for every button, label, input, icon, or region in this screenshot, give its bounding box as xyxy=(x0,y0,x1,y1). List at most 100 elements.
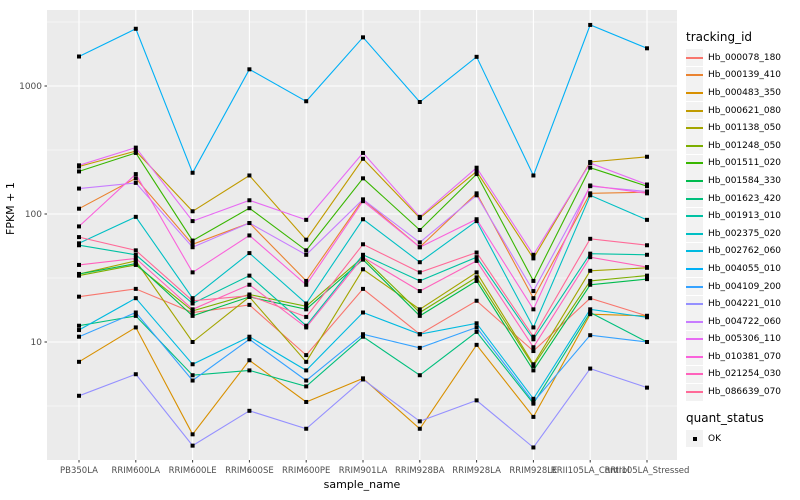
data-point xyxy=(645,243,649,248)
data-point xyxy=(645,252,649,257)
data-point xyxy=(304,325,309,330)
legend-label-ok: OK xyxy=(708,433,721,444)
data-point xyxy=(133,286,138,291)
legend-line-icon xyxy=(686,355,703,358)
legend-label: Hb_001248_050 xyxy=(708,140,782,151)
data-point xyxy=(77,334,81,339)
data-point xyxy=(77,186,81,191)
data-point xyxy=(133,176,138,181)
data-point xyxy=(417,227,422,232)
data-point xyxy=(417,240,422,245)
data-point xyxy=(77,224,81,229)
legend-key-swatch xyxy=(686,154,703,172)
data-point xyxy=(588,255,593,260)
data-point xyxy=(361,332,365,337)
data-point xyxy=(77,206,81,211)
legend-key-swatch xyxy=(686,330,703,348)
plot-panel xyxy=(47,10,677,460)
data-point xyxy=(190,298,195,303)
legend-line-icon xyxy=(686,74,703,77)
legend-label: Hb_010381_070 xyxy=(708,351,782,362)
data-point xyxy=(474,165,479,170)
data-point xyxy=(645,340,649,344)
data-point xyxy=(247,206,252,211)
data-point xyxy=(474,342,479,347)
data-point xyxy=(190,219,195,224)
legend-line-icon xyxy=(686,373,703,376)
data-point xyxy=(133,372,138,377)
legend-line-icon xyxy=(686,162,703,165)
legend-entry-Hb_004055_010: Hb_004055_010 xyxy=(686,260,798,278)
x-tick-label: RRIM928LA xyxy=(452,466,501,476)
data-point xyxy=(133,145,138,150)
data-point xyxy=(645,315,649,320)
data-point xyxy=(190,209,195,214)
legend-label: Hb_021254_030 xyxy=(708,369,782,380)
data-point xyxy=(531,414,536,419)
data-point xyxy=(304,304,309,309)
legend-entry-Hb_004221_010: Hb_004221_010 xyxy=(686,295,798,313)
data-point xyxy=(417,419,422,424)
legend-key-swatch xyxy=(686,295,703,313)
data-point xyxy=(645,191,649,196)
data-point xyxy=(417,260,422,265)
legend-line-icon xyxy=(686,391,703,394)
data-point xyxy=(474,250,479,255)
data-point xyxy=(645,277,649,282)
legend-key-swatch xyxy=(686,383,703,401)
data-point xyxy=(77,271,81,276)
data-point xyxy=(531,256,536,261)
legend-key-swatch xyxy=(686,119,703,137)
data-point xyxy=(474,298,479,303)
data-point xyxy=(361,267,365,272)
data-point xyxy=(247,334,252,339)
data-point xyxy=(361,217,365,222)
y-axis-title: FPKM + 1 xyxy=(4,182,17,235)
legend-label: Hb_000483_350 xyxy=(708,87,782,98)
x-tick-label: PB350LA xyxy=(60,466,98,476)
legend-label: Hb_001913_010 xyxy=(708,211,782,222)
data-point xyxy=(304,378,309,383)
data-point xyxy=(417,307,422,312)
legend-entry-Hb_010381_070: Hb_010381_070 xyxy=(686,348,798,366)
data-point xyxy=(417,214,422,219)
data-point xyxy=(474,217,479,222)
legend-key-swatch xyxy=(686,278,703,296)
data-point xyxy=(417,310,422,315)
data-point xyxy=(304,301,309,306)
data-point xyxy=(645,273,649,278)
data-point xyxy=(190,238,195,243)
data-point xyxy=(190,270,195,275)
data-point xyxy=(304,384,309,389)
data-point xyxy=(133,261,138,266)
data-point xyxy=(77,235,81,240)
legend-line-icon xyxy=(686,215,703,218)
data-point xyxy=(304,282,309,287)
data-point xyxy=(531,396,536,401)
legend-entry-Hb_001584_330: Hb_001584_330 xyxy=(686,172,798,190)
data-point xyxy=(474,325,479,330)
data-point xyxy=(133,296,138,301)
data-point xyxy=(474,54,479,59)
legend-line-icon xyxy=(686,144,703,147)
data-point xyxy=(304,252,309,257)
data-point xyxy=(531,289,536,294)
legend-line-icon xyxy=(686,91,703,94)
legend-entry-Hb_000078_180: Hb_000078_180 xyxy=(686,49,798,67)
data-point xyxy=(190,301,195,306)
data-point xyxy=(304,368,309,373)
data-point xyxy=(417,345,422,350)
data-point xyxy=(645,154,649,159)
data-point xyxy=(361,255,365,260)
data-point xyxy=(588,193,593,198)
data-point xyxy=(474,270,479,275)
data-point xyxy=(133,258,138,263)
legend-line-icon xyxy=(686,285,703,288)
legend-label: Hb_005306_110 xyxy=(708,334,782,345)
data-point xyxy=(588,251,593,256)
data-point xyxy=(133,248,138,253)
data-point xyxy=(588,307,593,312)
legend-title-quant-status: quant_status xyxy=(686,410,764,425)
data-point xyxy=(247,221,252,226)
data-point xyxy=(133,180,138,185)
